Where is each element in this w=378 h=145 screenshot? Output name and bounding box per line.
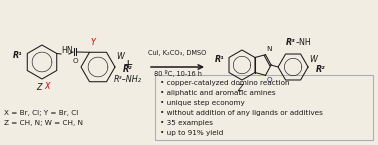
Text: –NH: –NH <box>296 38 312 47</box>
Text: R³–NH₂: R³–NH₂ <box>114 75 142 84</box>
Bar <box>155 75 373 140</box>
Text: CuI, K₂CO₃, DMSO: CuI, K₂CO₃, DMSO <box>148 50 207 56</box>
Text: HN: HN <box>61 46 73 55</box>
Text: X: X <box>44 82 50 91</box>
Text: X = Br, Cl; Y = Br, Cl: X = Br, Cl; Y = Br, Cl <box>4 110 78 116</box>
Text: R¹: R¹ <box>12 51 22 60</box>
Text: W: W <box>116 52 124 61</box>
Text: 80 ºC, 10-16 h: 80 ºC, 10-16 h <box>153 70 201 77</box>
Text: • up to 91% yield: • up to 91% yield <box>160 130 223 136</box>
Text: • unique step economy: • unique step economy <box>160 100 245 106</box>
Text: W: W <box>309 55 317 64</box>
Text: R²: R² <box>316 66 326 75</box>
Text: • aliphatic and aromatic amines: • aliphatic and aromatic amines <box>160 90 276 96</box>
Text: O: O <box>266 77 272 83</box>
Text: N: N <box>266 46 272 52</box>
Text: Y: Y <box>91 38 95 47</box>
Text: • without addition of any ligands or additives: • without addition of any ligands or add… <box>160 110 323 116</box>
Text: R²: R² <box>123 65 133 74</box>
Text: Z: Z <box>237 84 243 93</box>
Text: • copper-catalyzed domino reaction: • copper-catalyzed domino reaction <box>160 80 290 86</box>
Text: R³: R³ <box>285 38 295 47</box>
Text: • 35 examples: • 35 examples <box>160 120 213 126</box>
Text: +: + <box>123 58 133 71</box>
Text: Z: Z <box>36 83 42 92</box>
Text: O: O <box>72 58 78 64</box>
Text: Z = CH, N; W = CH, N: Z = CH, N; W = CH, N <box>4 120 83 126</box>
Text: R¹: R¹ <box>214 56 224 65</box>
